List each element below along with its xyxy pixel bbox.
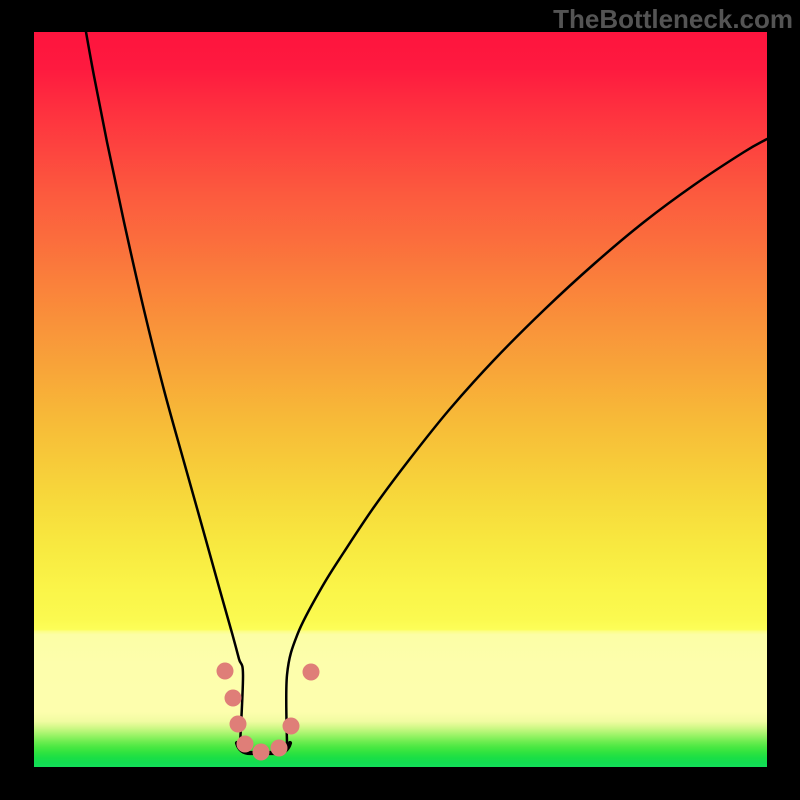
watermark-text: TheBottleneck.com (553, 4, 793, 35)
data-marker (253, 744, 270, 761)
data-marker (271, 740, 288, 757)
bottleneck-chart (0, 0, 800, 800)
chart-frame: TheBottleneck.com (0, 0, 800, 800)
data-marker (237, 736, 254, 753)
data-marker (225, 690, 242, 707)
data-marker (303, 664, 320, 681)
data-marker (283, 718, 300, 735)
data-marker (217, 663, 234, 680)
plot-background (34, 32, 767, 767)
data-marker (230, 716, 247, 733)
